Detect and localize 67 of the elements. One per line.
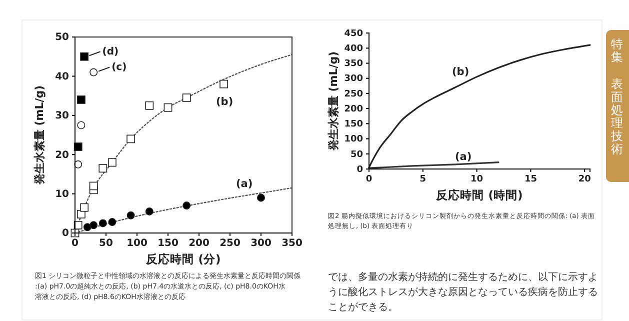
- y-tick-label: 0: [62, 228, 70, 240]
- x-tick-label: 15: [524, 174, 537, 184]
- y-tick-label: 50: [55, 32, 70, 44]
- y-tick-label: 450: [344, 28, 363, 39]
- point: [90, 221, 98, 230]
- point: [145, 101, 154, 110]
- x-tick-label: 350: [282, 238, 302, 250]
- y-axis-title: 発生水素量 (mL/g): [327, 51, 340, 152]
- point: [126, 211, 135, 220]
- point: [74, 220, 82, 230]
- y-tick-label: 40: [55, 71, 70, 82]
- y-tick-label: 0: [356, 164, 363, 175]
- point: [80, 203, 88, 212]
- x-tick-label: 50: [99, 238, 113, 250]
- point: [90, 68, 98, 76]
- x-tick-label: 100: [126, 238, 148, 250]
- text: 表面処理技術: [610, 77, 623, 156]
- point: [74, 142, 82, 151]
- x-tick-label: 10: [470, 174, 484, 184]
- point: [98, 219, 107, 228]
- point: [108, 218, 116, 226]
- annotation: (d): [102, 46, 119, 58]
- y-tick-label: 350: [344, 59, 363, 70]
- y-tick-label: 10: [55, 189, 70, 200]
- y-tick-label: 20: [55, 150, 70, 161]
- y-tick-label: 250: [344, 89, 363, 100]
- x-tick-label: 200: [188, 238, 210, 250]
- text: 特集: [611, 37, 623, 64]
- x-axis-title: 反応時間 (時間): [435, 188, 523, 202]
- y-tick-label: 100: [344, 134, 363, 145]
- x-tick-label: 250: [220, 238, 240, 250]
- text: では、多量の水素が持続的に発生するために、以下に示すように酸化ストレスが大きな原因となっている疾病を防止することができる。: [328, 271, 598, 313]
- x-tick-label: 150: [158, 238, 178, 250]
- annotation: (a): [236, 178, 253, 190]
- line-series: [368, 44, 591, 168]
- point: [83, 223, 92, 232]
- annotation: (b): [452, 66, 470, 78]
- annotation: (b): [216, 96, 234, 108]
- x-tick-label: 5: [420, 174, 426, 184]
- x-tick-label: 0: [366, 174, 372, 184]
- y-tick-label: 300: [344, 74, 363, 84]
- point: [182, 202, 191, 210]
- point: [77, 121, 86, 130]
- point: [108, 158, 116, 167]
- point: [98, 164, 108, 173]
- point: [145, 207, 154, 216]
- annotation: (a): [455, 150, 472, 163]
- y-tick-label: 150: [344, 120, 363, 130]
- point: [126, 134, 135, 144]
- point: [182, 94, 191, 102]
- x-axis-title: 反応時間 (分): [145, 252, 221, 266]
- point: [80, 52, 88, 61]
- y-tick-label: 400: [344, 44, 363, 54]
- point: [220, 80, 228, 88]
- x-tick-label: 0: [72, 238, 79, 250]
- x-tick-label: 20: [578, 174, 591, 184]
- y-tick-label: 30: [55, 110, 70, 122]
- point: [77, 210, 86, 218]
- annotation: (c): [112, 62, 127, 74]
- point: [257, 194, 265, 202]
- x-tick-label: 300: [250, 238, 272, 250]
- point: [164, 103, 172, 112]
- y-axis-title: 発生水素量 (mL/g): [33, 85, 46, 186]
- y-tick-label: 200: [344, 104, 363, 114]
- y-tick-label: 50: [350, 150, 363, 160]
- point: [77, 96, 86, 104]
- point: [89, 182, 98, 190]
